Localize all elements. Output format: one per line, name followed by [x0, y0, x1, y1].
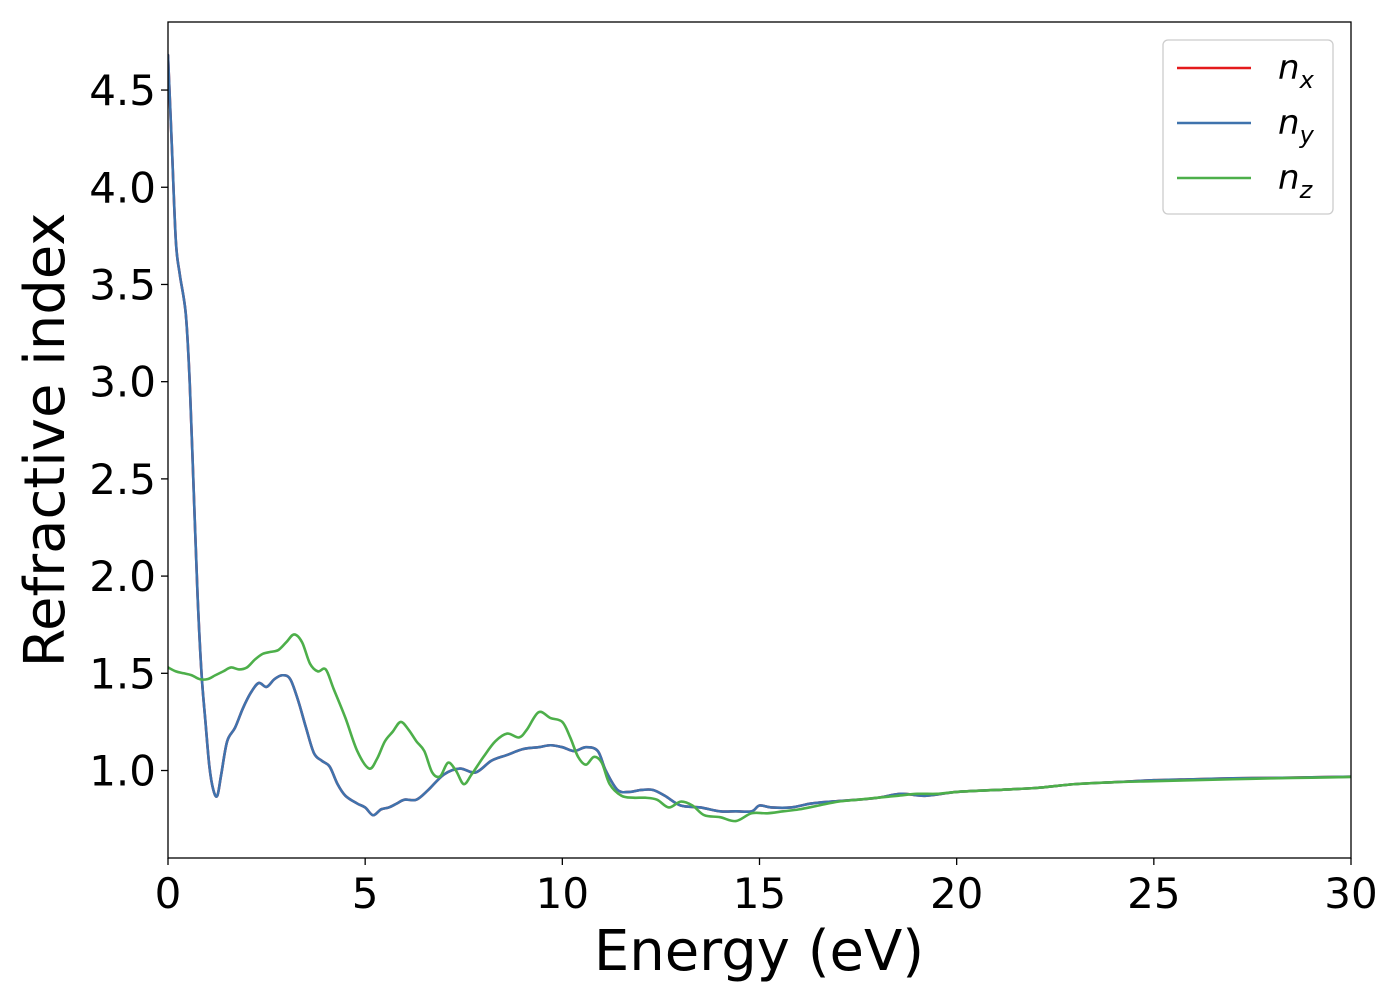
y-tick-label: 3.0: [89, 358, 156, 407]
legend-box: [1162, 39, 1334, 215]
x-axis: 0 5 10 15 20 25 30: [155, 858, 1378, 918]
y-tick-label: 4.5: [89, 66, 156, 115]
series-line-nz: [168, 633, 1351, 823]
legend-label-main: n: [1278, 48, 1300, 88]
legend-label-subscript: z: [1299, 176, 1314, 204]
x-axis-label: Energy (eV): [594, 919, 924, 984]
legend-label-nz: nz: [1278, 158, 1314, 204]
x-tick-label: 30: [1324, 869, 1377, 918]
y-axis: 1.0 1.5 2.0 2.5 3.0 3.5 4.0 4.5: [89, 66, 168, 796]
legend-label-ny: ny: [1278, 103, 1315, 149]
y-tick-label: 2.5: [89, 455, 156, 504]
y-tick-label: 4.0: [89, 163, 156, 212]
legend-label-main: n: [1278, 103, 1300, 143]
x-tick-label: 5: [352, 869, 379, 918]
y-tick-label: 2.0: [89, 552, 156, 601]
y-axis-label: Refractive index: [13, 213, 78, 668]
legend-label-nx: nx: [1278, 48, 1315, 94]
y-tick-label: 1.0: [89, 747, 156, 796]
x-tick-label: 20: [930, 869, 983, 918]
x-tick-label: 25: [1127, 869, 1180, 918]
x-tick-label: 15: [733, 869, 786, 918]
legend-label-subscript: y: [1299, 121, 1315, 149]
legend-label-main: n: [1278, 158, 1300, 198]
legend-label-subscript: x: [1299, 66, 1315, 94]
x-tick-label: 0: [155, 869, 182, 918]
y-tick-label: 1.5: [89, 649, 156, 698]
x-tick-label: 10: [536, 869, 589, 918]
series-layer: [168, 53, 1351, 823]
y-tick-label: 3.5: [89, 260, 156, 309]
